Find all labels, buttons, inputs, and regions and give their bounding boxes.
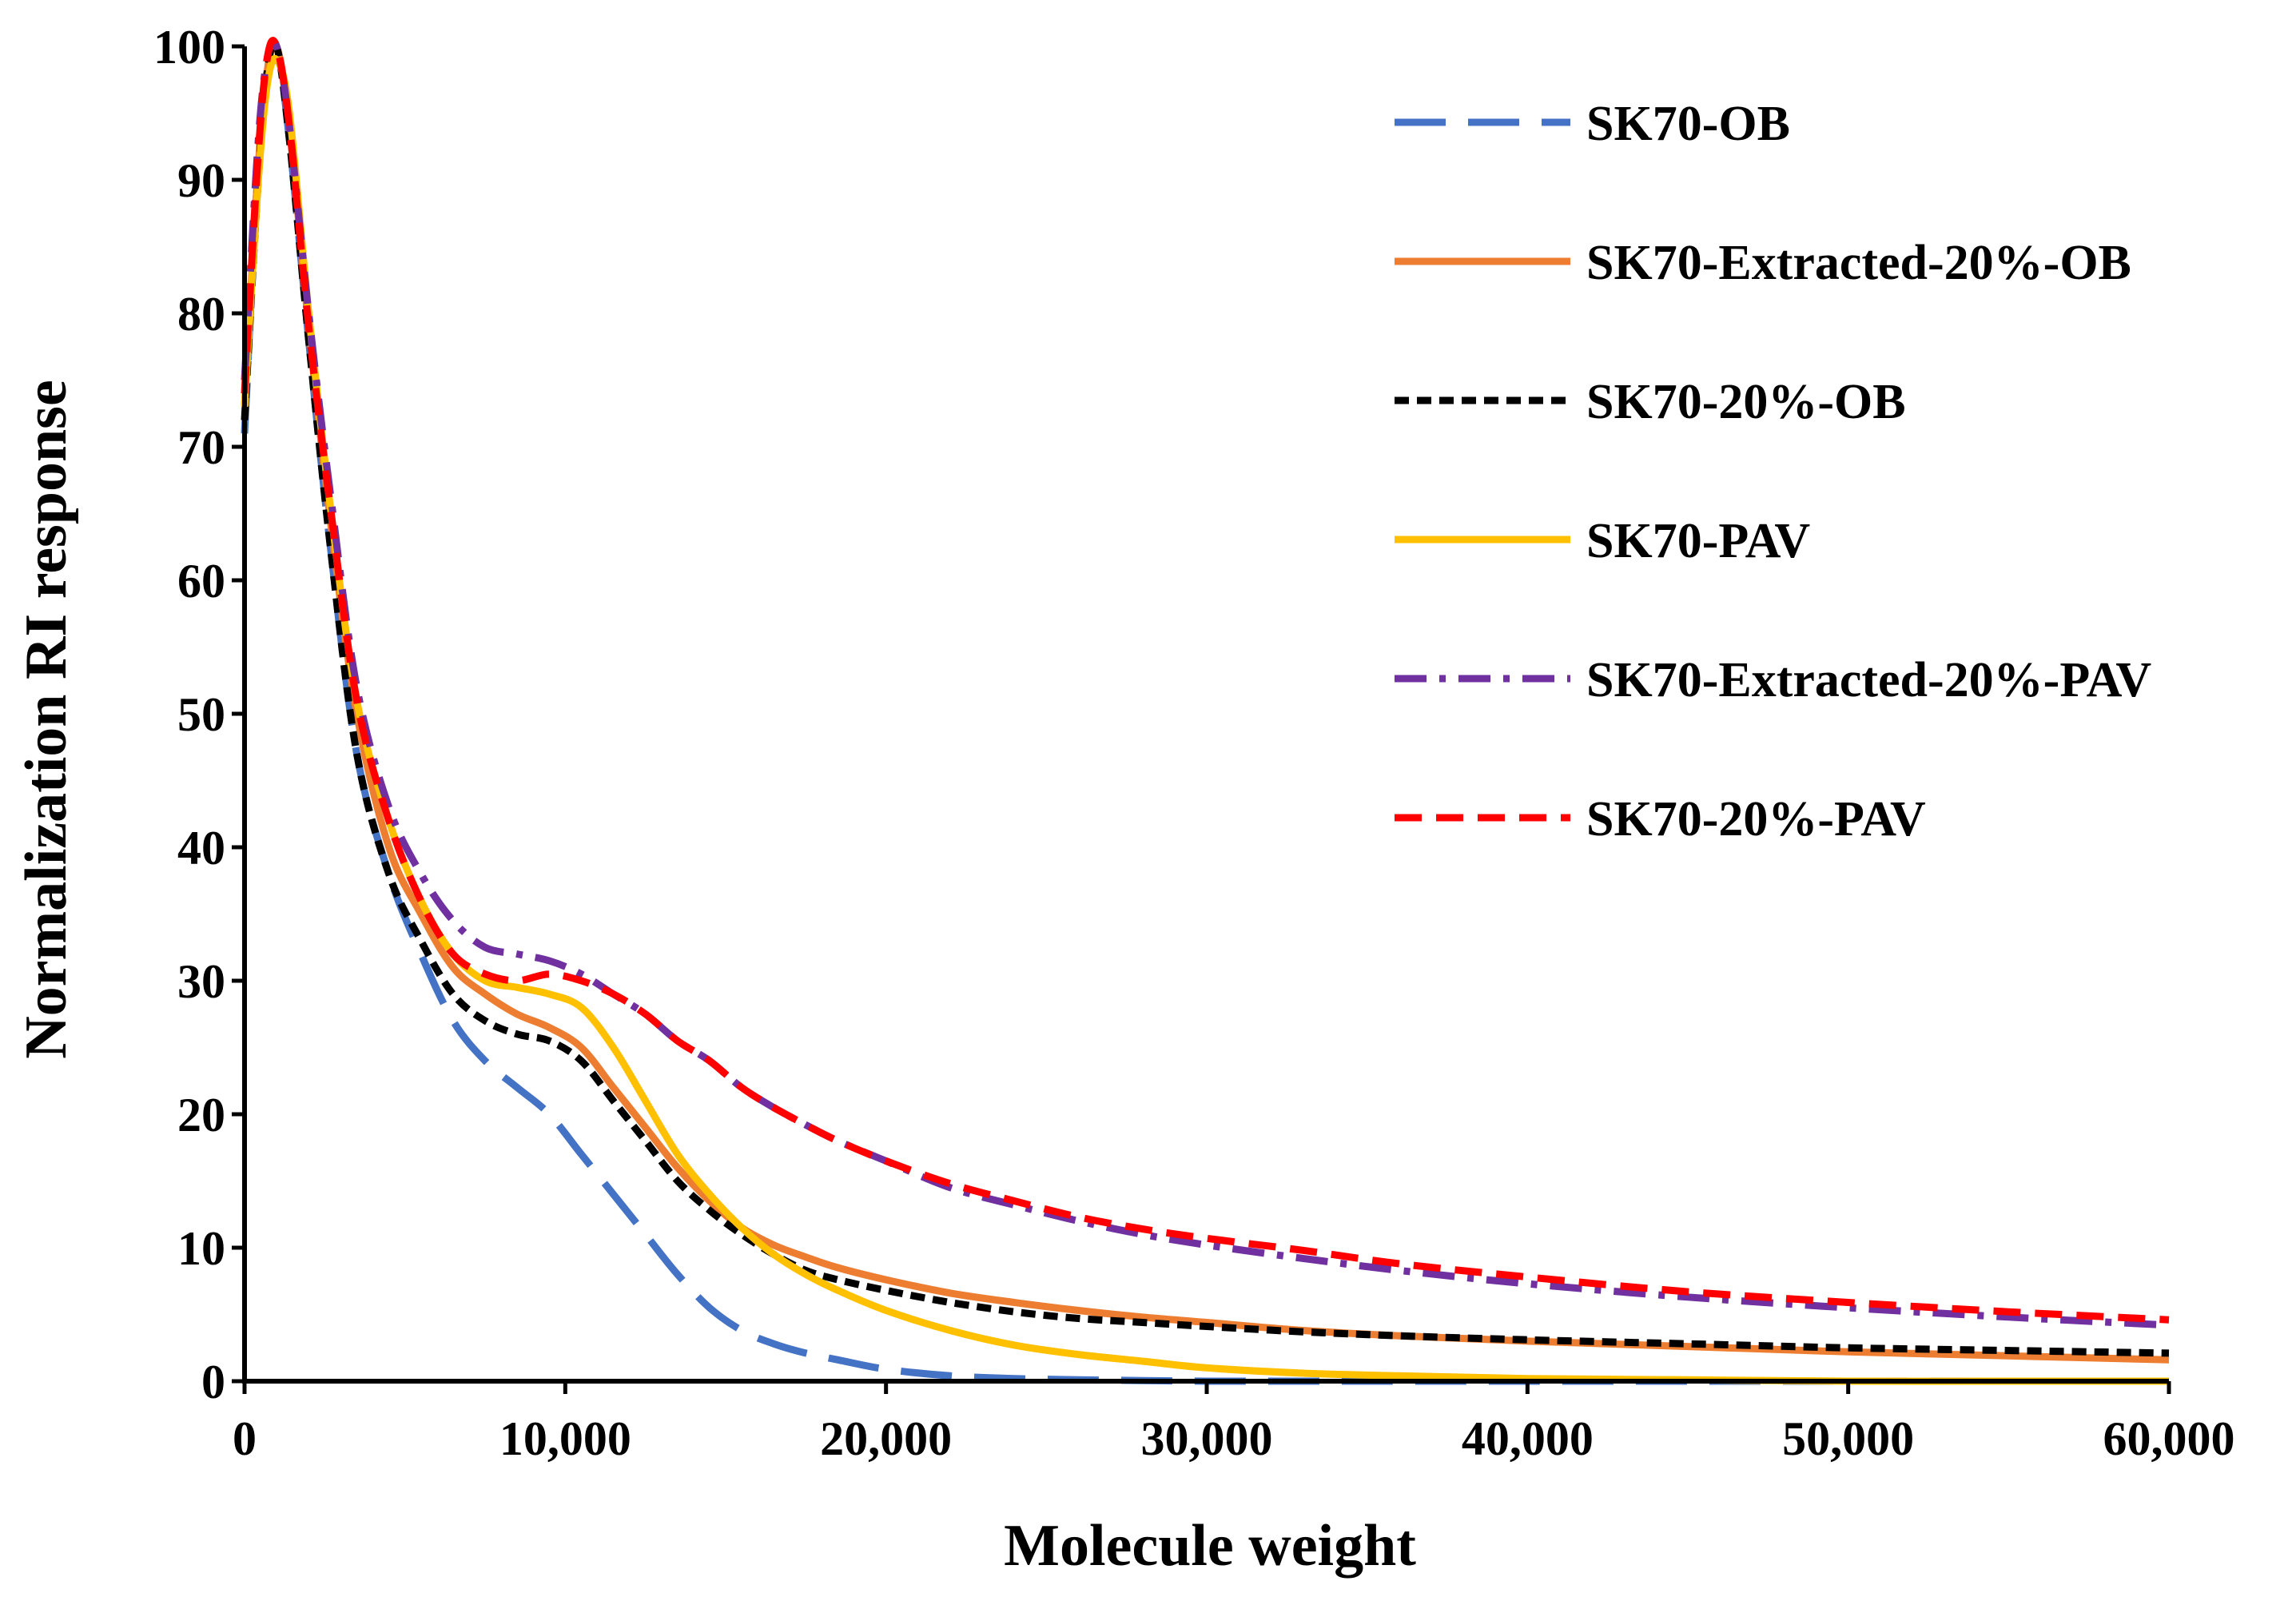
legend: SK70-OB SK70-Extracted-20%-OB SK70-20%-OB S… bbox=[1395, 97, 2151, 846]
y-tick-label: 80 bbox=[177, 288, 225, 341]
legend-entry: SK70-PAV bbox=[1395, 514, 1810, 568]
x-tick-label: 20,000 bbox=[820, 1412, 952, 1465]
y-tick-label: 50 bbox=[177, 688, 225, 741]
series-line-sk70-20-pav bbox=[241, 37, 2170, 1324]
axes bbox=[232, 44, 2171, 1394]
y-tick-label: 100 bbox=[153, 21, 225, 74]
x-tick-label: 40,000 bbox=[1462, 1412, 1594, 1465]
legend-label: SK70-Extracted-20%-OB bbox=[1586, 236, 2131, 290]
legend-entry: SK70-Extracted-20%-PAV bbox=[1395, 653, 2151, 707]
tick-labels: 0 10 20 30 40 50 60 70 80 90 100 0 10,000 20,000 30,00… bbox=[153, 21, 2235, 1465]
y-tick-label: 30 bbox=[177, 955, 225, 1008]
series-line-sk70-extracted-20-pav bbox=[241, 37, 2170, 1329]
legend-entry: SK70-20%-PAV bbox=[1395, 792, 1926, 846]
y-tick-label: 40 bbox=[177, 822, 225, 874]
legend-entry: SK70-Extracted-20%-OB bbox=[1395, 236, 2131, 290]
x-tick-label: 60,000 bbox=[2103, 1412, 2235, 1465]
x-tick-label: 10,000 bbox=[499, 1412, 631, 1465]
y-tick-label: 70 bbox=[177, 421, 225, 474]
x-tick-label: 50,000 bbox=[1782, 1412, 1914, 1465]
x-tick-label: 30,000 bbox=[1141, 1412, 1273, 1465]
legend-entry: SK70-OB bbox=[1395, 97, 1790, 151]
y-tick-label: 60 bbox=[177, 555, 225, 607]
x-tick-label: 0 bbox=[233, 1412, 257, 1465]
legend-entry: SK70-20%-OB bbox=[1395, 375, 1906, 429]
legend-label: SK70-OB bbox=[1586, 97, 1790, 151]
legend-label: SK70-PAV bbox=[1586, 514, 1810, 568]
y-tick-label: 10 bbox=[177, 1222, 225, 1275]
legend-label: SK70-20%-OB bbox=[1586, 375, 1906, 429]
legend-label: SK70-20%-PAV bbox=[1586, 792, 1926, 846]
y-tick-label: 90 bbox=[177, 154, 225, 207]
y-axis-title: Normalization RI response bbox=[14, 380, 79, 1059]
legend-label: SK70-Extracted-20%-PAV bbox=[1586, 653, 2151, 707]
x-axis-title: Molecule weight bbox=[1004, 1513, 1416, 1579]
y-tick-label: 0 bbox=[201, 1356, 225, 1408]
y-tick-label: 20 bbox=[177, 1089, 225, 1141]
